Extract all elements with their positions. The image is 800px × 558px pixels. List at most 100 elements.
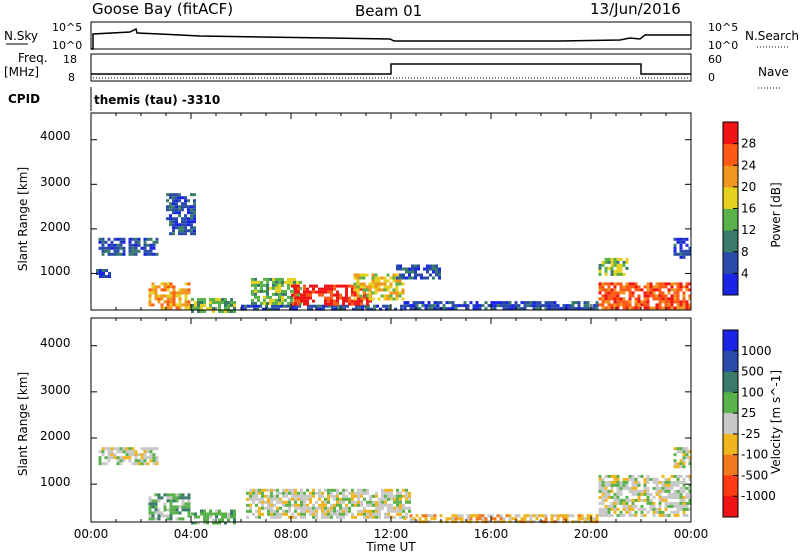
power-cell (187, 288, 191, 292)
power-cell (151, 288, 155, 292)
velocity-cell (264, 494, 267, 498)
velocity-cell (128, 459, 132, 463)
power-cell (184, 226, 187, 230)
power-cell (613, 272, 617, 276)
velocity-cell (291, 512, 294, 516)
velocity-cell (227, 512, 230, 516)
power-cell (646, 306, 650, 310)
power-cell (607, 306, 611, 310)
velocity-cell (649, 477, 653, 481)
velocity-cell (342, 506, 345, 510)
power-cell (673, 291, 677, 295)
power-cell (377, 297, 381, 301)
station-title: Goose Bay (fitACF) (92, 0, 233, 18)
power-cell (430, 307, 434, 311)
velocity-cell (384, 503, 387, 507)
power-cell (426, 270, 429, 274)
velocity-cell (233, 509, 236, 513)
velocity-cell (327, 500, 330, 504)
velocity-cell (670, 480, 674, 484)
power-cell (292, 304, 295, 308)
power-cell (613, 297, 617, 301)
velocity-cell (384, 488, 387, 492)
velocity-cell (523, 514, 527, 518)
power-cell (330, 287, 333, 291)
velocity-cell (184, 505, 188, 509)
power-cell (610, 269, 614, 273)
power-cell (137, 240, 141, 244)
velocity-cell (514, 514, 518, 518)
power-cell (616, 269, 620, 273)
power-cell (652, 306, 656, 310)
velocity-cell (288, 497, 291, 501)
power-cell (181, 232, 184, 236)
velocity-cell (324, 488, 327, 492)
velocity-cell (366, 491, 369, 495)
velocity-cell (625, 504, 629, 508)
power-cell (577, 301, 581, 305)
velocity-cell (258, 488, 261, 492)
power-cell (310, 304, 313, 308)
power-cell (451, 301, 455, 305)
velocity-cell (122, 447, 126, 451)
power-cell (197, 301, 200, 304)
velocity-cell (670, 492, 674, 496)
velocity-cell (616, 489, 620, 493)
power-cell (406, 301, 410, 305)
power-cell (408, 267, 411, 271)
power-cell (184, 232, 187, 236)
power-cell (682, 255, 686, 259)
power-data (96, 193, 692, 313)
power-cell (336, 299, 339, 303)
power-cell (290, 295, 293, 299)
power-cell (532, 307, 536, 311)
power-cell (334, 304, 337, 308)
nave-label: Nave (758, 65, 789, 79)
power-cell (616, 300, 620, 304)
power-cell (637, 303, 641, 307)
power-cell (673, 306, 677, 310)
power-cell (266, 286, 269, 290)
power-cell (432, 264, 435, 268)
power-cell (296, 280, 299, 284)
power-cell (673, 282, 677, 286)
power-cell (169, 306, 173, 310)
power-cell (426, 267, 429, 271)
velocity-cell (291, 491, 294, 495)
power-cell (598, 297, 602, 301)
power-cell (377, 285, 381, 289)
power-cell (287, 286, 290, 290)
power-cell (224, 304, 227, 307)
power-cell (386, 279, 390, 283)
velocity-cell (345, 488, 348, 492)
power-cell (356, 291, 360, 295)
power-cell (403, 307, 407, 311)
velocity-cell (267, 512, 270, 516)
velocity-cell (294, 494, 297, 498)
power-cell (298, 304, 301, 308)
velocity-cell (330, 512, 333, 516)
power-cell (330, 290, 333, 294)
velocity-cell (682, 450, 686, 454)
power-cell (625, 300, 629, 304)
velocity-cell (122, 450, 126, 454)
velocity-cell (351, 503, 354, 507)
velocity-cell (676, 465, 680, 469)
velocity-cell (643, 486, 647, 490)
velocity-cell (427, 514, 431, 518)
velocity-cell (294, 488, 297, 492)
power-cell (670, 285, 674, 289)
power-cell (191, 298, 194, 301)
velocity-cell (613, 501, 617, 505)
power-cell (667, 306, 671, 310)
power-cell (475, 301, 479, 305)
power-cell (685, 288, 689, 292)
power-cell (303, 302, 306, 306)
velocity-cell (128, 447, 132, 451)
power-cell (661, 300, 665, 304)
velocity-cell (203, 509, 206, 513)
power-cell (395, 297, 399, 301)
power-cell (116, 252, 120, 256)
velocity-cell (535, 514, 539, 518)
power-cell (610, 260, 614, 264)
